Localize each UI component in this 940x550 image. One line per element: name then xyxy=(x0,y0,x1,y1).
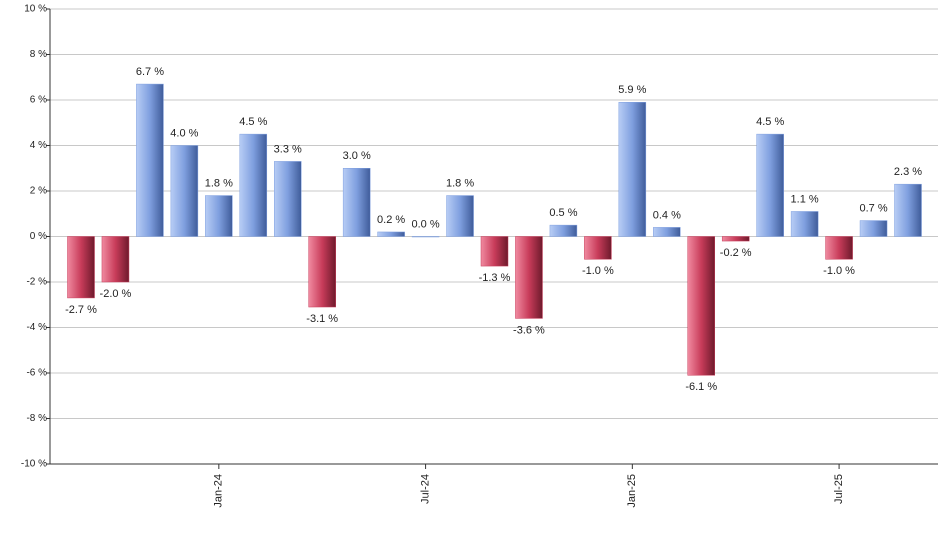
value-label: 6.7 % xyxy=(136,66,164,78)
value-label: 0.5 % xyxy=(549,207,577,219)
value-label: 4.5 % xyxy=(239,116,267,128)
bar xyxy=(825,236,853,260)
y-tick-label: -4 % xyxy=(26,322,47,333)
bar xyxy=(894,183,922,237)
value-label: 3.3 % xyxy=(274,143,302,155)
y-tick-label: -6 % xyxy=(26,368,47,379)
bar xyxy=(756,133,784,237)
bar xyxy=(549,224,578,237)
bar xyxy=(274,161,302,237)
bar xyxy=(205,195,233,237)
value-label: -1.3 % xyxy=(479,272,511,284)
y-tick-label: 4 % xyxy=(30,140,47,151)
value-label: 0.7 % xyxy=(859,202,887,214)
bar xyxy=(377,231,405,237)
value-label: 5.9 % xyxy=(618,84,646,96)
value-label: 4.0 % xyxy=(170,127,198,139)
bar xyxy=(67,236,95,299)
value-label: -1.0 % xyxy=(823,265,855,277)
bar xyxy=(136,83,164,237)
y-tick-label: 0 % xyxy=(30,231,47,242)
bar xyxy=(687,236,715,376)
value-label: 0.0 % xyxy=(412,218,440,230)
bar xyxy=(653,227,681,237)
bar xyxy=(101,236,130,283)
bar xyxy=(618,102,647,237)
y-tick-label: 8 % xyxy=(30,49,47,60)
value-label: 4.5 % xyxy=(756,116,784,128)
value-label: -2.0 % xyxy=(100,288,132,300)
value-label: 1.8 % xyxy=(205,177,233,189)
value-label: -3.1 % xyxy=(306,313,338,325)
bar xyxy=(721,236,750,242)
y-tick-label: -2 % xyxy=(26,277,47,288)
bar xyxy=(342,168,371,237)
value-label: -1.0 % xyxy=(582,265,614,277)
value-label: 0.2 % xyxy=(377,214,405,226)
y-tick-label: -8 % xyxy=(26,413,47,424)
x-tick-label: Jul-25 xyxy=(833,474,845,504)
value-label: -2.7 % xyxy=(65,304,97,316)
bar xyxy=(170,145,199,237)
value-label: -6.1 % xyxy=(685,381,717,393)
bar xyxy=(480,236,509,267)
value-label: 2.3 % xyxy=(894,166,922,178)
value-label: 3.0 % xyxy=(343,150,371,162)
y-tick-label: -10 % xyxy=(21,459,47,470)
value-label: 1.1 % xyxy=(791,193,819,205)
value-label: 1.8 % xyxy=(446,177,474,189)
bar xyxy=(308,236,336,308)
value-label: 0.4 % xyxy=(653,209,681,221)
value-label: -0.2 % xyxy=(720,247,752,259)
y-tick-label: 10 % xyxy=(24,4,47,15)
bar xyxy=(859,220,888,237)
x-tick-label: Jan-24 xyxy=(213,474,225,508)
y-tick-label: 2 % xyxy=(30,186,47,197)
x-tick-label: Jul-24 xyxy=(419,474,431,504)
y-tick-label: 6 % xyxy=(30,95,47,106)
bar xyxy=(411,236,440,238)
x-tick-label: Jan-25 xyxy=(626,474,638,508)
bar xyxy=(446,195,474,237)
bar xyxy=(515,236,543,319)
bar xyxy=(239,133,268,237)
bar xyxy=(790,211,819,237)
bar xyxy=(584,236,612,260)
value-label: -3.6 % xyxy=(513,324,545,336)
